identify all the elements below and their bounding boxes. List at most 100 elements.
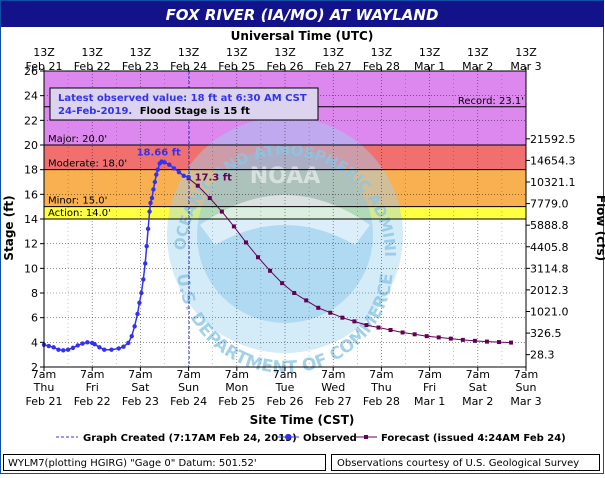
observed-point [144, 243, 149, 249]
record-label: Record: 23.1' [458, 96, 524, 107]
observed-point [80, 341, 85, 346]
x-top-tick-label: 13Z [371, 46, 393, 59]
top-axis-title: Universal Time (UTC) [231, 29, 374, 43]
x-top-tick-label: 13Z [419, 46, 441, 59]
forecast-point [340, 315, 345, 320]
forecast-point [195, 183, 200, 188]
watermark-gull-icon [200, 195, 370, 245]
x-top-tick-label: 13Z [130, 46, 152, 59]
x-tick-time: 7am [32, 368, 56, 381]
observed-point [85, 340, 90, 345]
observed-point [181, 173, 186, 179]
forecast-point [316, 305, 321, 310]
observed-point [65, 347, 71, 352]
info-flood-stage: Flood Stage is 15 ft [140, 106, 250, 117]
observed-point [121, 344, 126, 349]
observed-point [145, 226, 151, 232]
forecast-point [424, 334, 429, 339]
x-tick-date: Feb 24 [170, 395, 207, 408]
x-top-tick-label: 13Z [322, 46, 344, 59]
forecast-point [497, 340, 502, 345]
y2-tick-label: 1021.0 [530, 306, 569, 319]
forecast-point [436, 335, 441, 340]
observed-point [51, 345, 56, 350]
y2-tick-label: 326.5 [530, 327, 562, 340]
footer-datum-text: WYLM7(plotting HGIRG) "Gage 0" Datum: 50… [8, 458, 257, 469]
observed-point [109, 347, 114, 352]
x-tick-time: 7am [514, 368, 538, 381]
y2-tick-label: 21592.5 [530, 133, 576, 146]
forecast-point [292, 291, 297, 295]
bottom-axis-title: Site Time (CST) [250, 413, 355, 427]
x-tick-date: Feb 26 [267, 395, 304, 408]
x-tick-time: 7am [417, 368, 441, 381]
observed-point [61, 348, 66, 353]
observed-point [70, 345, 76, 351]
x-top-tick-label: 13Z [178, 46, 200, 59]
forecast-point [400, 330, 405, 335]
observed-point [147, 209, 152, 214]
observed-point [148, 200, 153, 206]
observed-point [102, 347, 107, 352]
x-tick-time: 7am [128, 368, 152, 381]
x-tick-date: Mar 1 [414, 395, 445, 408]
observed-point [171, 166, 177, 171]
footer-credit-text: Observations courtesy of U.S. Geological… [337, 458, 579, 469]
watermark-disc [197, 147, 373, 323]
observed-point [116, 346, 121, 351]
x-tick-time: 7am [225, 368, 249, 381]
x-tick-weekday: Sat [131, 381, 150, 394]
observed-point [56, 347, 61, 352]
x-top-tick-date: Feb 24 [170, 60, 207, 73]
observed-point [151, 187, 156, 192]
observed-point [154, 172, 159, 177]
legend-created-label: Graph Created (7:17AM Feb 24, 2019) [83, 433, 297, 444]
forecast-point [412, 332, 417, 337]
x-top-tick-date: Feb 25 [218, 60, 255, 73]
observed-point [46, 343, 52, 349]
forecast-point [243, 240, 248, 245]
x-tick-date: Feb 23 [122, 395, 159, 408]
y2-tick-label: 10321.1 [530, 176, 576, 189]
x-tick-time: 7am [273, 368, 297, 381]
legend-observed-label: Observed [303, 433, 357, 444]
forecast-point [484, 339, 489, 344]
forecast-point [256, 255, 261, 260]
x-tick-weekday: Sat [469, 381, 488, 394]
x-tick-time: 7am [80, 368, 104, 381]
chart-annotations: 18.66 ft 17.3 ft [137, 148, 232, 184]
observed-point [126, 340, 131, 346]
x-tick-date: Feb 28 [363, 395, 400, 408]
forecast-point [364, 323, 369, 328]
x-tick-date: Feb 25 [218, 395, 255, 408]
band-label-major: Major: 20.0' [48, 134, 107, 145]
legend: Graph Created (7:17AM Feb 24, 2019) Obse… [56, 433, 566, 444]
title-bar [1, 1, 604, 27]
x-tick-weekday: Sun [178, 381, 199, 394]
observed-point [97, 345, 102, 350]
x-top-tick-date: Feb 26 [267, 60, 304, 73]
info-box [49, 87, 319, 121]
footer-credit-box [331, 454, 600, 471]
x-tick-weekday: Thu [370, 381, 392, 394]
y-tick-label: 16 [24, 188, 38, 201]
x-tick-weekday: Thu [33, 381, 55, 394]
forecast-start-label: 17.3 ft [195, 172, 233, 183]
forecast-line [188, 177, 512, 344]
forecast-point [388, 328, 393, 332]
observed-point [132, 324, 137, 329]
observed-point [155, 167, 160, 172]
y2-tick-label: 7779.0 [530, 198, 569, 211]
x-tick-weekday: Fri [86, 381, 99, 394]
forecast-point [219, 209, 224, 214]
observed-point [152, 179, 158, 185]
chart-axes: 246810121416182022242628.3326.51021.0201… [24, 46, 576, 408]
x-top-tick-label: 13Z [226, 46, 248, 59]
x-top-tick-date: Mar 3 [510, 60, 541, 73]
x-top-tick-label: 13Z [467, 46, 489, 59]
observed-point [139, 290, 144, 296]
y-tick-label: 22 [24, 114, 38, 127]
forecast-point [207, 196, 212, 201]
